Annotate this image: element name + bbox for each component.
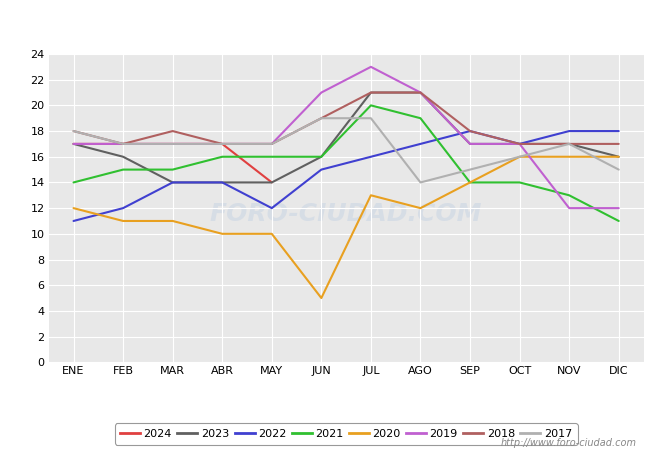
Legend: 2024, 2023, 2022, 2021, 2020, 2019, 2018, 2017: 2024, 2023, 2022, 2021, 2020, 2019, 2018… <box>114 423 578 445</box>
Text: Afiliados en Beires a 31/5/2024: Afiliados en Beires a 31/5/2024 <box>196 16 454 34</box>
Text: FORO-CIUDAD.COM: FORO-CIUDAD.COM <box>210 202 482 226</box>
Text: http://www.foro-ciudad.com: http://www.foro-ciudad.com <box>501 438 637 448</box>
